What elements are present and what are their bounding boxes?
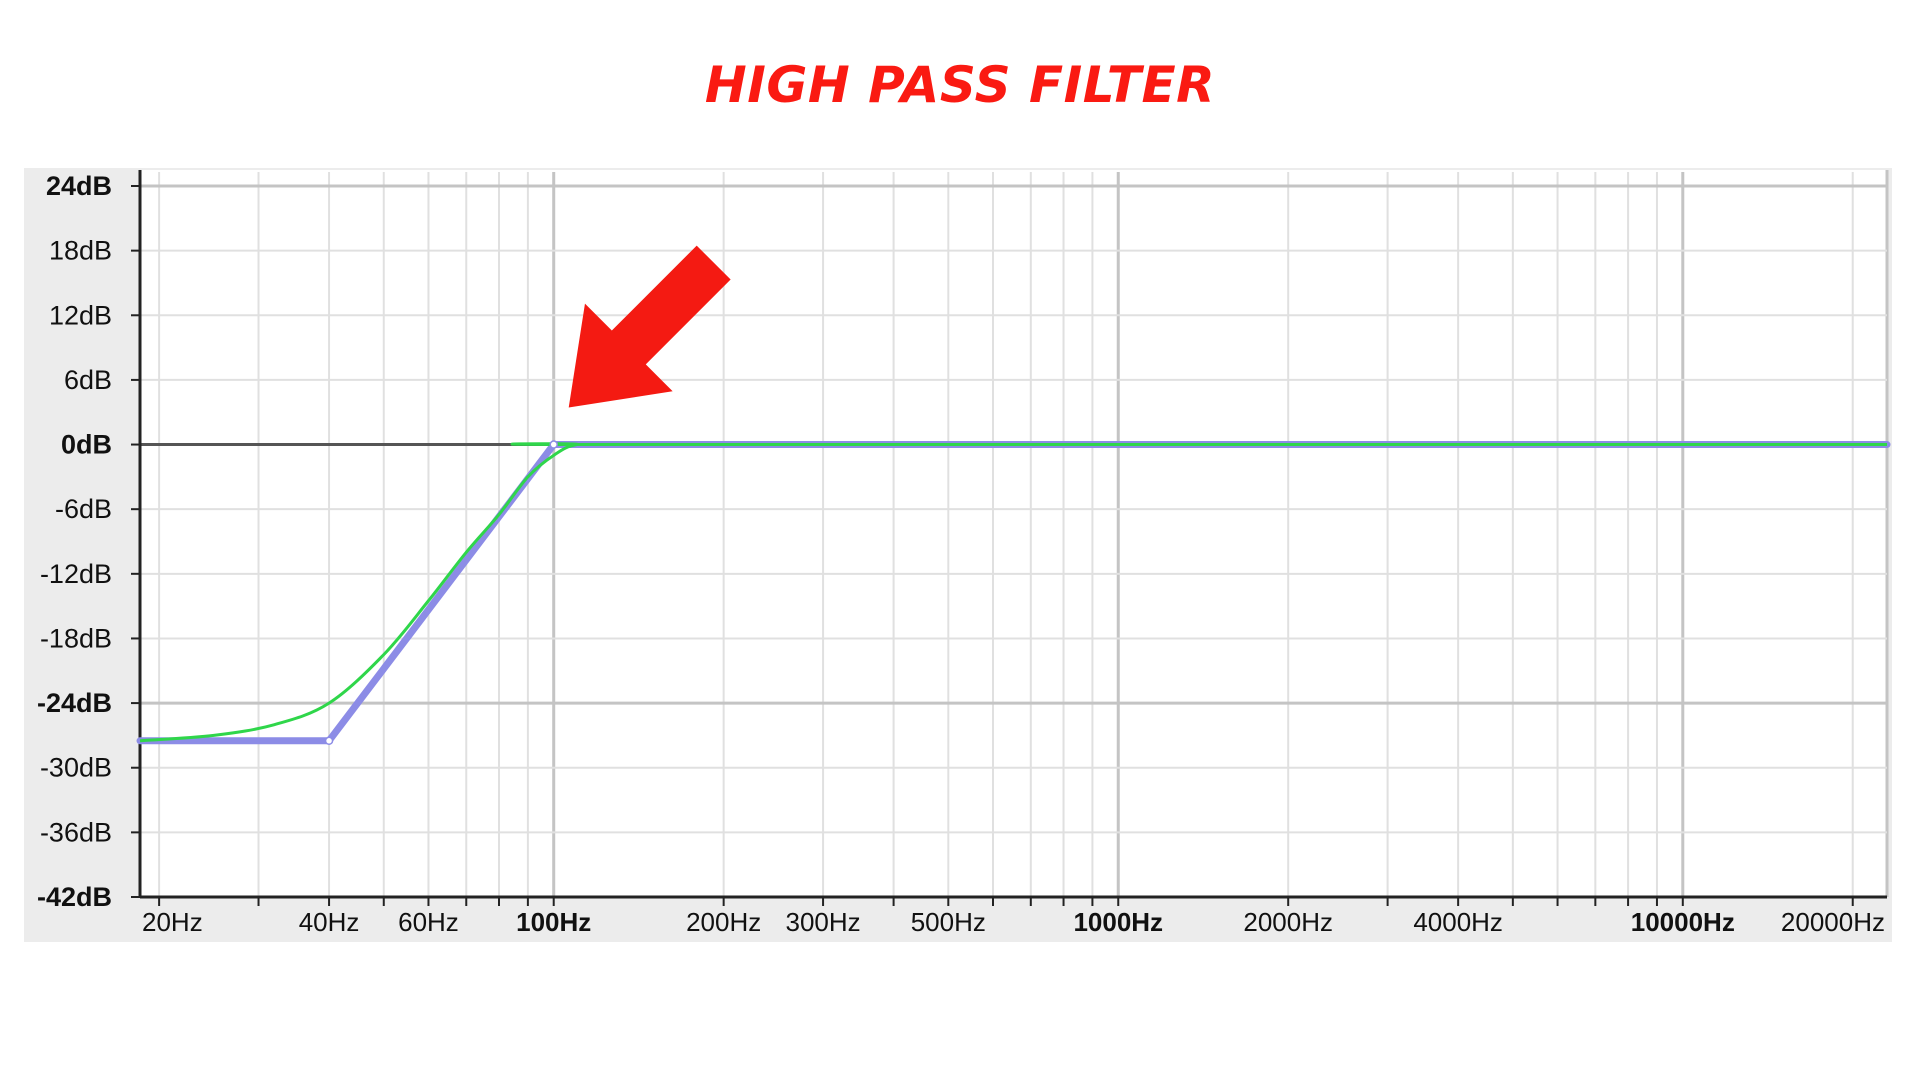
x-tick-label: 200Hz (686, 907, 761, 937)
y-tick-label: -24dB (37, 688, 112, 718)
x-tick-label: 10000Hz (1631, 907, 1735, 937)
plot-area (140, 170, 1887, 897)
x-tick-label: 20000Hz (1781, 907, 1885, 937)
x-tick-label: 4000Hz (1413, 907, 1503, 937)
x-tick-label: 1000Hz (1073, 907, 1163, 937)
curves (136, 440, 1891, 746)
x-tick-label: 100Hz (516, 907, 591, 937)
x-tick-label: 300Hz (785, 907, 860, 937)
page-title: HIGH PASS FILTER (704, 56, 1216, 114)
y-tick-label: 24dB (46, 171, 112, 201)
handle-point (324, 736, 334, 746)
x-tick-label: 500Hz (911, 907, 986, 937)
y-tick-label: 12dB (49, 300, 112, 330)
y-tick-label: -30dB (40, 753, 112, 783)
axes (131, 170, 1887, 906)
y-tick-label: 6dB (64, 365, 112, 395)
x-tick-label: 20Hz (142, 907, 203, 937)
callout-arrow (568, 245, 731, 408)
x-tick-label: 2000Hz (1243, 907, 1333, 937)
x-tick-label: 40Hz (299, 907, 360, 937)
y-tick-label: 0dB (61, 430, 112, 460)
x-tick-label: 60Hz (398, 907, 459, 937)
y-tick-label: -18dB (40, 623, 112, 653)
grid-vertical (158, 170, 1889, 897)
y-tick-label: -12dB (40, 559, 112, 589)
y-tick-label: -6dB (55, 494, 112, 524)
y-tick-labels: 24dB 18dB 12dB 6dB 0dB -6dB -12dB -18dB -24dB -30… (37, 171, 112, 912)
series-response-line (139, 442, 1887, 743)
y-tick-label: -36dB (40, 817, 112, 847)
y-tick-label: -42dB (37, 882, 112, 912)
y-tick-label: 18dB (49, 236, 112, 266)
x-tick-labels: 20Hz 40Hz 60Hz 100Hz 200Hz 300Hz 500Hz 1000Hz 20… (142, 907, 1885, 937)
handle-point (549, 440, 558, 449)
